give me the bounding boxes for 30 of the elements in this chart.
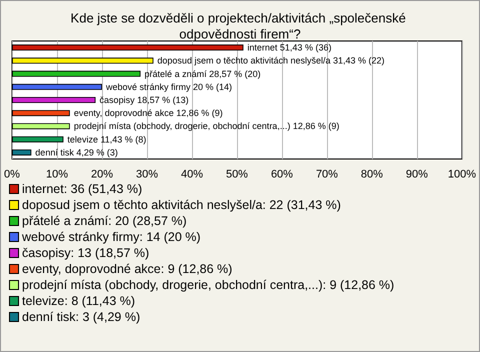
x-tick-label: 70% xyxy=(316,168,338,180)
text: webové stránky firmy: 14 (20 %) xyxy=(22,230,201,244)
text: doposud jsem o těchto aktivitách neslyšel/a: 22 (31,43 %) xyxy=(22,198,341,212)
text: časopisy: 13 (18,57 %) xyxy=(22,246,150,260)
x-tick-label: 0% xyxy=(4,168,20,180)
x-tick-label: 80% xyxy=(360,168,384,180)
text: prodejní místa (obchody, drogerie, obchodní centra,...): 9 (12,86 %) xyxy=(22,278,394,292)
x-tick-label: 60% xyxy=(270,168,294,180)
data-label: denní tisk 4,29 % (3) xyxy=(35,147,118,158)
data-label: eventy, doprovodné akce 12,86 % (9) xyxy=(74,108,223,118)
data-label: webové stránky firmy 20 % (14) xyxy=(104,82,232,92)
text: internet: 36 (51,43 %) xyxy=(22,182,142,196)
x-tick-label: 90% xyxy=(406,168,428,180)
text: eventy, doprovodné akce: 9 (12,86 %) xyxy=(22,262,232,276)
data-label: doposud jsem o těchto aktivitách neslyšel/a 31,43 % (22) xyxy=(157,56,385,66)
x-tick-label: 20% xyxy=(90,168,114,180)
x-tick-label: 100% xyxy=(448,168,476,180)
data-label: časopisy 18,57 % (13) xyxy=(100,95,189,105)
data-label: prodejní místa (obchody, drogerie, obchodní centra,...) 12,86 % (9) xyxy=(74,121,340,132)
text: televize: 8 (11,43 %) xyxy=(22,294,136,308)
data-label: přátelé a známí 28,57 % (20) xyxy=(144,68,261,79)
text: přátelé a známí: 20 (28,57 %) xyxy=(22,214,187,228)
data-label: televize 11,43 % (8) xyxy=(67,134,146,144)
data-label: internet 51,43 % (36) xyxy=(247,42,332,53)
x-tick-label: 30% xyxy=(136,168,158,180)
text: denní tisk: 3 (4,29 %) xyxy=(22,310,140,324)
x-tick-label: 10% xyxy=(46,168,68,180)
chart-title: Kde jste se dozvěděli o projektech/aktivitách „společenské odpovědnosti firem“? xyxy=(70,10,410,42)
x-tick-label: 40% xyxy=(180,168,204,180)
x-tick-label: 50% xyxy=(226,168,248,180)
